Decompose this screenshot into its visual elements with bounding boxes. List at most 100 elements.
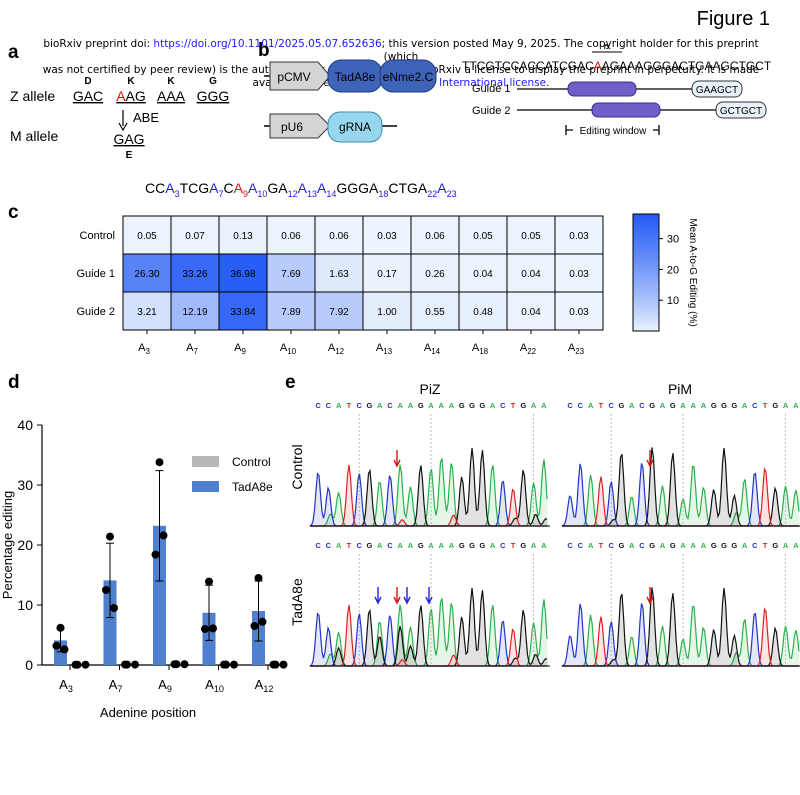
heatmap-cell-value: 0.04: [521, 307, 541, 318]
base-call: A: [742, 401, 748, 410]
heatmap-cell-value: 7.92: [329, 307, 349, 318]
heatmap-cell-value: 7.69: [281, 269, 301, 280]
heatmap-cell-value: 0.55: [425, 307, 445, 318]
base-call: A: [531, 541, 537, 550]
data-point: [220, 660, 228, 669]
heatmap-cell: [554, 215, 604, 255]
sequence-segment: A: [316, 180, 327, 196]
sequence-subscript: 22: [427, 188, 438, 199]
base-call: A: [691, 541, 697, 550]
heatmap-cell-value: 0.05: [521, 231, 541, 242]
trace-fill-G: [562, 587, 800, 666]
base-call: G: [670, 541, 676, 550]
abe-arrow-head: [118, 122, 128, 132]
sequence-segment: GA: [267, 180, 288, 196]
panel-a-label: a: [8, 42, 19, 63]
sequence-segment: TCG: [179, 180, 210, 196]
base-call: A: [336, 401, 342, 410]
base-call: C: [500, 401, 506, 410]
heatmap-cell-value: 0.07: [185, 231, 205, 242]
colorbar-tick-label: 30: [667, 234, 679, 246]
panel-b-construct-diagram: pCMV TadA8e eNme2.C pU6 gRNA K TTCGTCCAC…: [264, 44, 772, 143]
sequence-segment: A: [209, 180, 219, 196]
row-label-tada8e: TadA8e: [289, 578, 305, 626]
heatmap-x-tick-label: A9: [234, 342, 246, 356]
legend-swatch-control: [192, 456, 219, 467]
doi-link[interactable]: https://doi.org/10.1101/2025.05.07.65263…: [153, 38, 382, 50]
base-call: A: [588, 401, 594, 410]
panel-c-label: c: [8, 202, 19, 223]
base-call: A: [701, 401, 707, 410]
col-label-pim: PiM: [668, 381, 692, 397]
colorbar-tick-label: 10: [667, 295, 679, 307]
guide1-pam: GAAGCT: [696, 85, 738, 96]
base-call: A: [408, 541, 414, 550]
trace-fill-G: [562, 447, 800, 526]
heatmap-cell: [506, 291, 556, 331]
heatmap-cell-value: 33.84: [230, 307, 255, 318]
base-call: A: [793, 401, 799, 410]
pcmv-promoter-shape: [269, 61, 331, 91]
heatmap-cell-value: 1.00: [377, 307, 397, 318]
base-call: C: [356, 401, 362, 410]
data-point: [52, 641, 61, 650]
heatmap-cell: [362, 253, 412, 293]
heatmap-row-label: Guide 2: [76, 306, 115, 318]
base-call: C: [315, 541, 321, 550]
trace-fill-G: [310, 448, 548, 526]
heatmap-cell-value: 0.06: [281, 231, 301, 242]
codon-AAA: AAA: [157, 88, 186, 104]
panel-e-label: e: [285, 372, 296, 393]
base-call: G: [418, 401, 424, 410]
bar-y-tick-label: 20: [17, 537, 33, 553]
base-call: G: [469, 541, 475, 550]
data-point: [159, 531, 168, 540]
data-point: [201, 625, 209, 633]
aa-K2: K: [167, 76, 175, 87]
data-point: [230, 660, 238, 669]
data-point: [279, 660, 288, 669]
base-call: G: [649, 541, 655, 550]
edit-arrow-head: [646, 596, 654, 605]
data-point: [131, 660, 139, 669]
base-call: C: [608, 541, 614, 550]
base-call: T: [599, 401, 604, 410]
base-call: G: [520, 401, 526, 410]
guide2-pam-box: [715, 101, 767, 119]
heatmap-cell-value: 0.05: [473, 231, 493, 242]
sequence-subscript: 14: [326, 188, 337, 199]
base-call: C: [567, 401, 573, 410]
heatmap-row-label: Control: [80, 230, 115, 242]
base-call: G: [418, 541, 424, 550]
base-call: A: [449, 401, 455, 410]
bar-x-axis-title: Adenine position: [100, 705, 196, 720]
base-call: A: [439, 541, 445, 550]
panel-b-label: b: [258, 40, 270, 61]
edit-target-base: A: [116, 88, 126, 104]
data-point: [155, 458, 164, 467]
edit-arrow-head: [374, 596, 382, 605]
base-call: G: [520, 541, 526, 550]
edit-arrow-head: [646, 459, 654, 468]
sequence-subscript: 23: [446, 188, 457, 199]
base-call: A: [701, 541, 707, 550]
bar-y-tick-label: 30: [17, 477, 33, 493]
bar-x-tick-label: A12: [255, 677, 274, 694]
bar-y-axis-title: Percentage editing: [0, 491, 15, 599]
enme2c-box: [379, 59, 437, 93]
heatmap-cell-value: 3.21: [137, 307, 157, 318]
sequence-subscript: 10: [257, 188, 268, 199]
base-call: A: [691, 401, 697, 410]
edit-arrow-head: [393, 459, 401, 468]
base-call: C: [567, 541, 573, 550]
figure-title: Figure 1: [696, 8, 770, 30]
aa-K1: K: [127, 76, 135, 87]
base-call: C: [500, 541, 506, 550]
base-call: A: [428, 401, 434, 410]
data-point: [106, 532, 114, 541]
guide2-label: Guide 2: [472, 105, 511, 117]
base-call: A: [398, 541, 404, 550]
base-call: G: [731, 401, 737, 410]
base-call: A: [783, 541, 789, 550]
heatmap-cell-value: 0.06: [329, 231, 349, 242]
